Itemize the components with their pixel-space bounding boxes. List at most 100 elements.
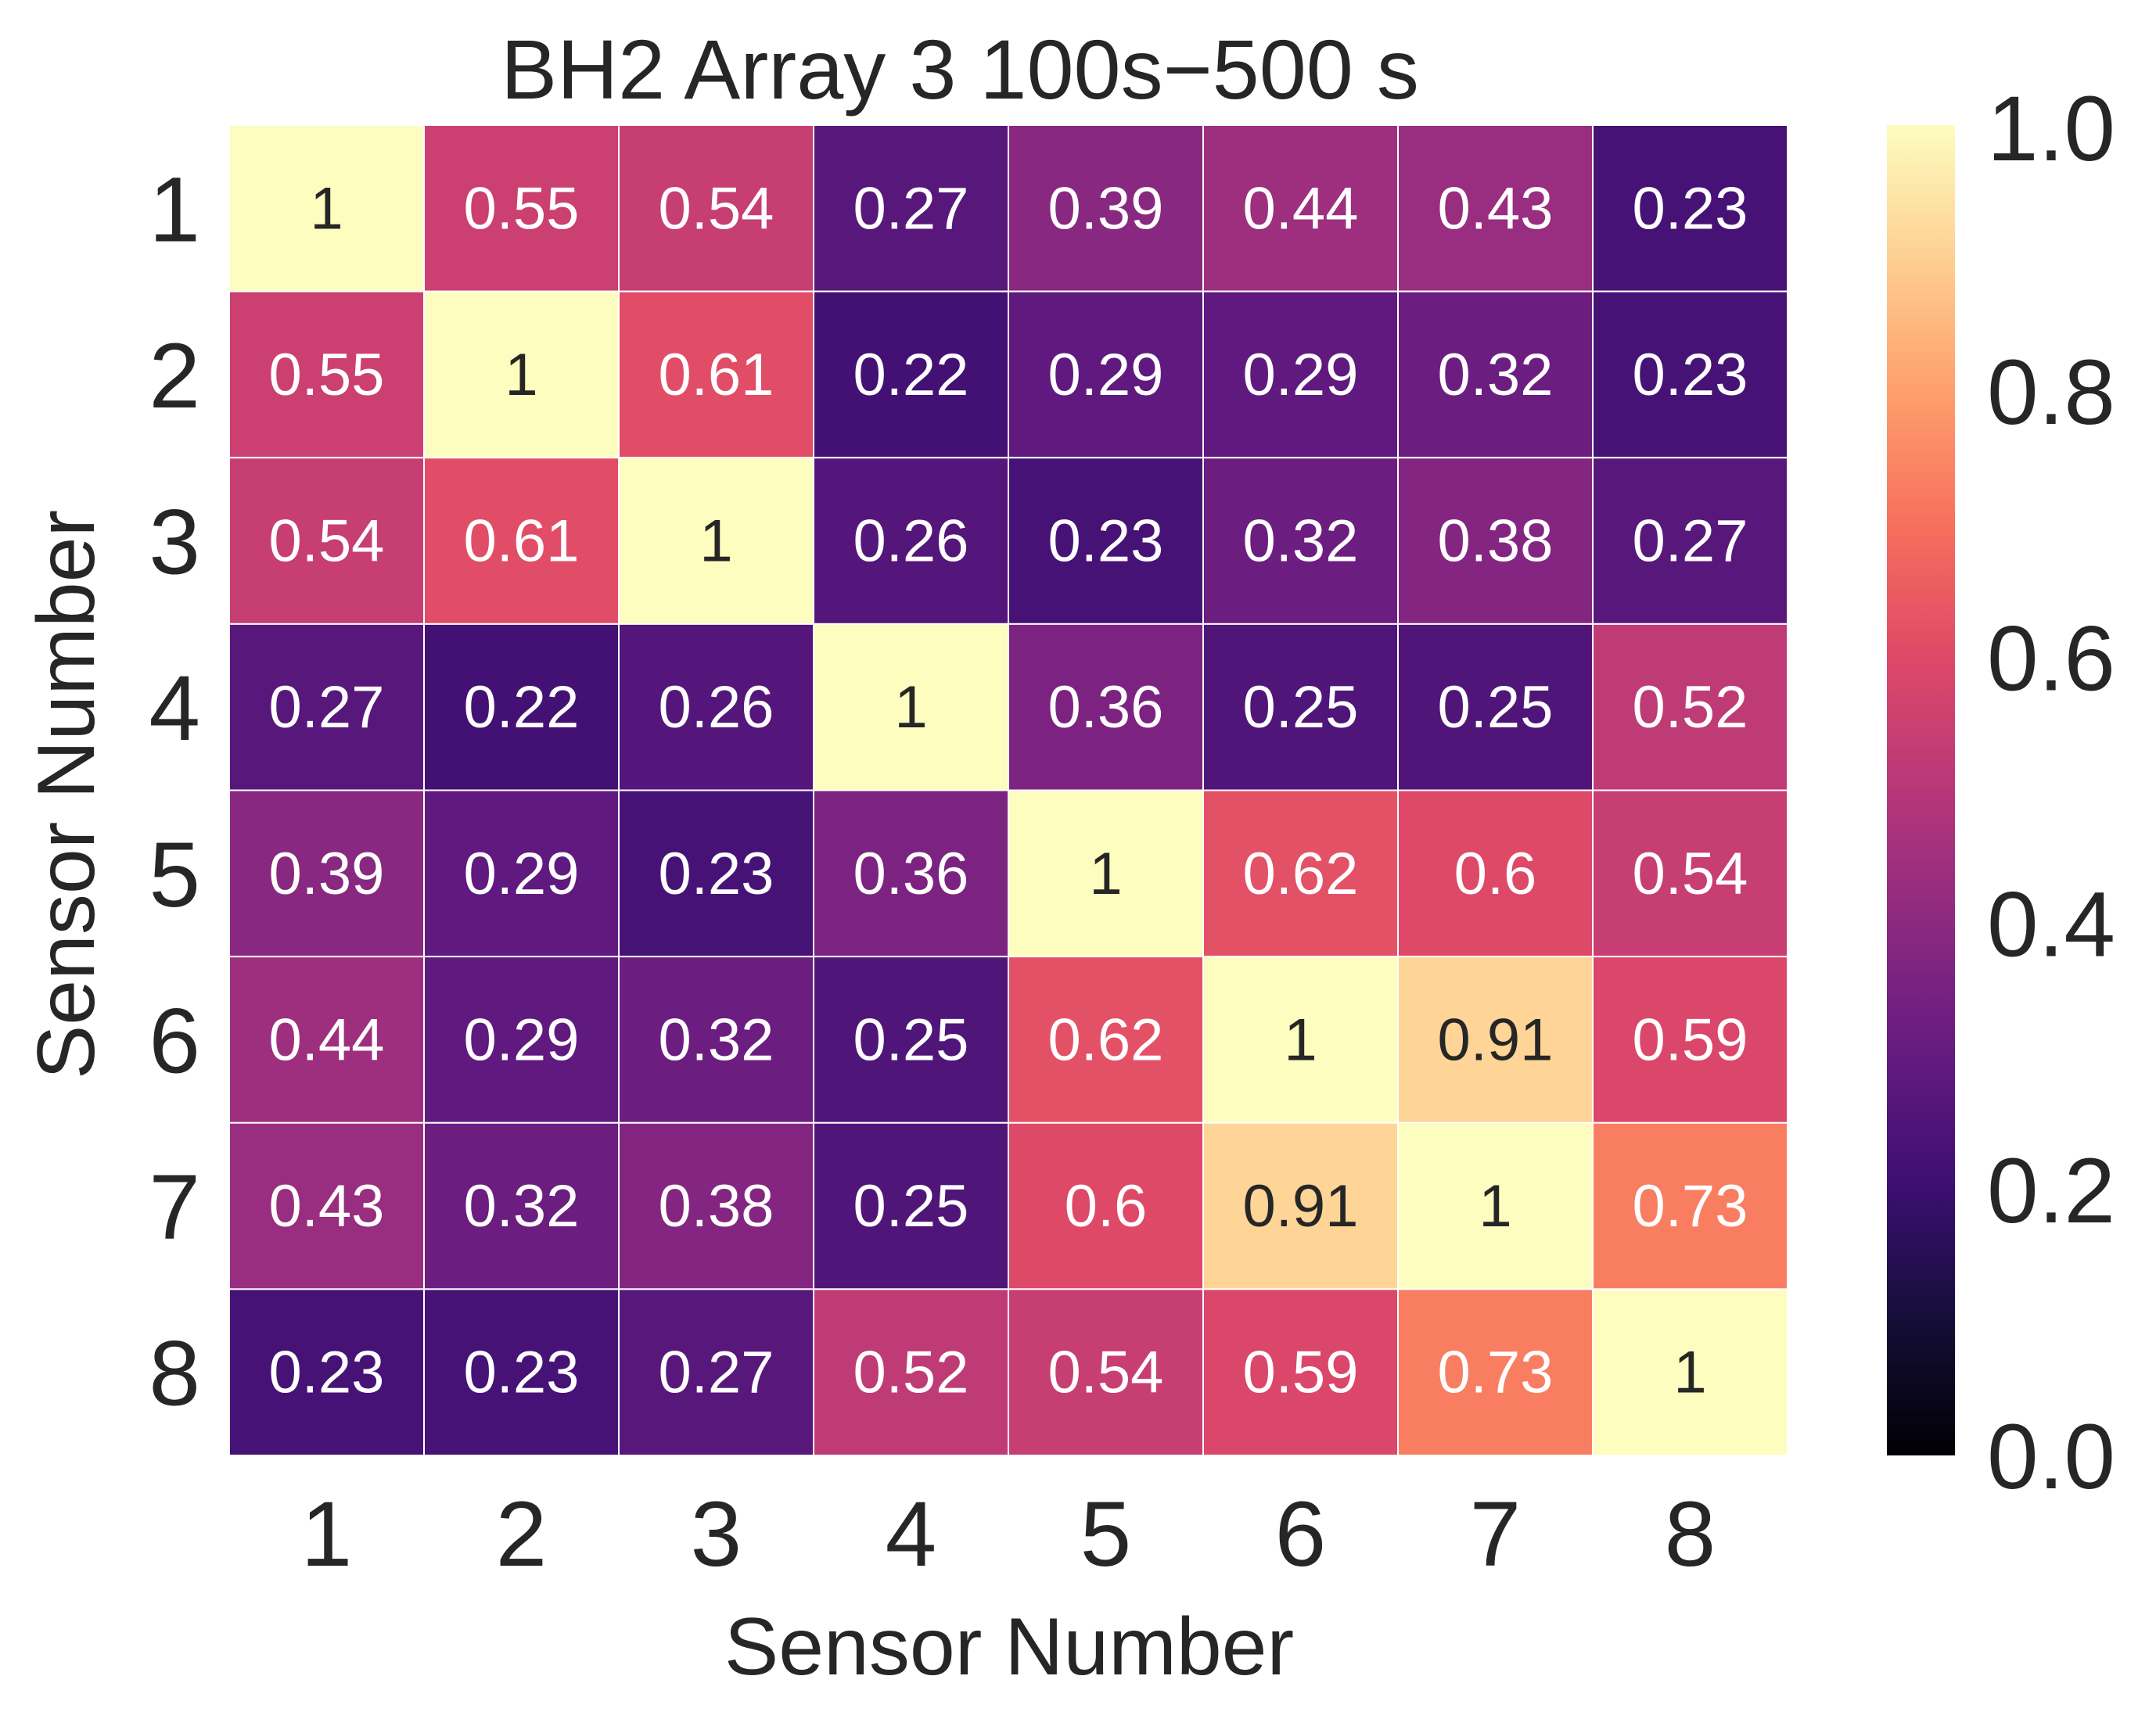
y-tick-label-5: 5: [149, 824, 200, 927]
x-tick-label-6: 6: [1275, 1483, 1327, 1586]
heatmap-cell-r6-c6: [1202, 956, 1399, 1124]
colorbar-tick-label-0.2: 0.2: [1987, 1139, 2115, 1243]
heatmap-cell-r6-c8: [1592, 956, 1788, 1124]
cell-value-r8-c7: 0.73: [1438, 1340, 1554, 1406]
heatmap-cell-r3-c3: [618, 457, 814, 625]
cell-value-r5-c6: 0.62: [1243, 841, 1359, 907]
heatmap-cell-r1-c1: [228, 124, 425, 292]
cell-value-r3-c4: 0.26: [853, 508, 969, 575]
x-tick-label-1: 1: [301, 1483, 353, 1586]
heatmap-cell-r1-c8: [1592, 124, 1788, 292]
heatmap-cell-r4-c7: [1397, 623, 1594, 791]
y-tick-label-4: 4: [149, 657, 200, 760]
y-tick-label-8: 8: [149, 1322, 200, 1426]
heatmap-cell-r8-c8: [1592, 1288, 1788, 1456]
cell-value-r3-c6: 0.32: [1243, 508, 1359, 575]
cell-value-r6-c7: 0.91: [1438, 1007, 1554, 1073]
heatmap-cell-r6-c3: [618, 956, 814, 1124]
cell-value-r2-c5: 0.29: [1048, 342, 1164, 408]
heatmap-cell-r3-c4: [813, 457, 1009, 625]
cell-value-r6-c4: 0.25: [853, 1007, 969, 1073]
cell-value-r2-c1: 0.55: [269, 342, 385, 408]
heatmap-cell-r2-c2: [423, 290, 620, 459]
cell-value-r5-c1: 0.39: [269, 841, 385, 907]
cell-value-r5-c3: 0.23: [659, 841, 774, 907]
cell-value-r1-c8: 0.23: [1633, 175, 1748, 242]
cell-value-r4-c1: 0.27: [269, 674, 385, 741]
heatmap-cell-r5-c5: [1008, 789, 1204, 958]
cell-annotations: 1 0.55 0.54 0.27 0.39 0.44 0.43 0.23 0.55 1 0.61 0.…: [269, 175, 1748, 1405]
heatmap-cell-r2-c4: [813, 290, 1009, 459]
heatmap-cell-r3-c1: [228, 457, 425, 625]
x-tick-label-2: 2: [496, 1483, 548, 1586]
y-tick-label-1: 1: [149, 158, 200, 261]
heatmap-cell-r4-c5: [1008, 623, 1204, 791]
heatmap-cell-r7-c3: [618, 1121, 814, 1290]
cell-value-r6-c2: 0.29: [464, 1007, 580, 1073]
cell-value-r5-c2: 0.29: [464, 841, 580, 907]
heatmap-cell-r1-c4: [813, 124, 1009, 292]
colorbar: [1887, 125, 1955, 1455]
heatmap-cell-r3-c5: [1008, 457, 1204, 625]
cell-value-r1-c7: 0.43: [1438, 175, 1554, 242]
cell-value-r7-c6: 0.91: [1243, 1173, 1359, 1240]
cell-value-r7-c3: 0.38: [659, 1173, 774, 1240]
cell-value-r8-c2: 0.23: [464, 1340, 580, 1406]
chart-title: BH2 Array 3 100s−500 s: [501, 22, 1419, 117]
heatmap-cell-r2-c5: [1008, 290, 1204, 459]
cell-value-r5-c8: 0.54: [1633, 841, 1748, 907]
cell-value-r6-c1: 0.44: [269, 1007, 385, 1073]
heatmap-cell-r5-c6: [1202, 789, 1399, 958]
x-tick-label-7: 7: [1470, 1483, 1522, 1586]
cell-value-r3-c7: 0.38: [1438, 508, 1554, 575]
heatmap-cell-r1-c2: [423, 124, 620, 292]
cell-value-r4-c2: 0.22: [464, 674, 580, 741]
colorbar-tick-label-0.6: 0.6: [1987, 607, 2115, 710]
heatmap-cell-r4-c4: [813, 623, 1009, 791]
heatmap-cell-r7-c5: [1008, 1121, 1204, 1290]
heatmap-cell-r8-c7: [1397, 1288, 1594, 1456]
heatmap-cell-r7-c6: [1202, 1121, 1399, 1290]
cell-value-r3-c1: 0.54: [269, 508, 385, 575]
heatmap-cell-r6-c7: [1397, 956, 1594, 1124]
cell-value-r7-c5: 0.6: [1065, 1173, 1148, 1240]
cell-value-r3-c5: 0.23: [1048, 508, 1164, 575]
heatmap-cell-r8-c5: [1008, 1288, 1204, 1456]
cell-value-r6-c3: 0.32: [659, 1007, 774, 1073]
heatmap-cell-r1-c5: [1008, 124, 1204, 292]
cell-value-r8-c4: 0.52: [853, 1340, 969, 1406]
heatmap-cell-r7-c8: [1592, 1121, 1788, 1290]
heatmap-cell-r8-c4: [813, 1288, 1009, 1456]
cell-value-r2-c6: 0.29: [1243, 342, 1359, 408]
cell-value-r2-c3: 0.61: [659, 342, 774, 408]
x-tick-label-4: 4: [886, 1483, 937, 1586]
cell-value-r5-c4: 0.36: [853, 841, 969, 907]
cell-value-r5-c7: 0.6: [1454, 841, 1537, 907]
y-axis-ticks: 1 2 3 4 5 6 7 8: [149, 158, 200, 1425]
cell-value-r8-c5: 0.54: [1048, 1340, 1164, 1406]
cell-value-r7-c4: 0.25: [853, 1173, 969, 1240]
heatmap-cell-r4-c3: [618, 623, 814, 791]
heatmap-cell-r8-c2: [423, 1288, 620, 1456]
cell-value-r7-c8: 0.73: [1633, 1173, 1748, 1240]
heatmap-cell-r8-c6: [1202, 1288, 1399, 1456]
cell-value-r8-c1: 0.23: [269, 1340, 385, 1406]
heatmap-cell-r2-c6: [1202, 290, 1399, 459]
heatmap-cell-r6-c5: [1008, 956, 1204, 1124]
x-axis-ticks: 1 2 3 4 5 6 7 8: [301, 1483, 1716, 1586]
cell-value-r8-c3: 0.27: [659, 1340, 774, 1406]
cell-value-r4-c6: 0.25: [1243, 674, 1359, 741]
heatmap-cell-r8-c3: [618, 1288, 814, 1456]
cell-value-r1-c1: 1: [310, 175, 343, 242]
cell-value-r1-c3: 0.54: [659, 175, 774, 242]
cell-value-r4-c5: 0.36: [1048, 674, 1164, 741]
heatmap-cell-r1-c3: [618, 124, 814, 292]
cell-value-r3-c8: 0.27: [1633, 508, 1748, 575]
cell-value-r6-c8: 0.59: [1633, 1007, 1748, 1073]
cell-value-r1-c2: 0.55: [464, 175, 580, 242]
heatmap-cell-r2-c7: [1397, 290, 1594, 459]
cell-value-r1-c6: 0.44: [1243, 175, 1359, 242]
cell-value-r8-c8: 1: [1673, 1340, 1706, 1406]
y-tick-label-7: 7: [149, 1156, 200, 1259]
